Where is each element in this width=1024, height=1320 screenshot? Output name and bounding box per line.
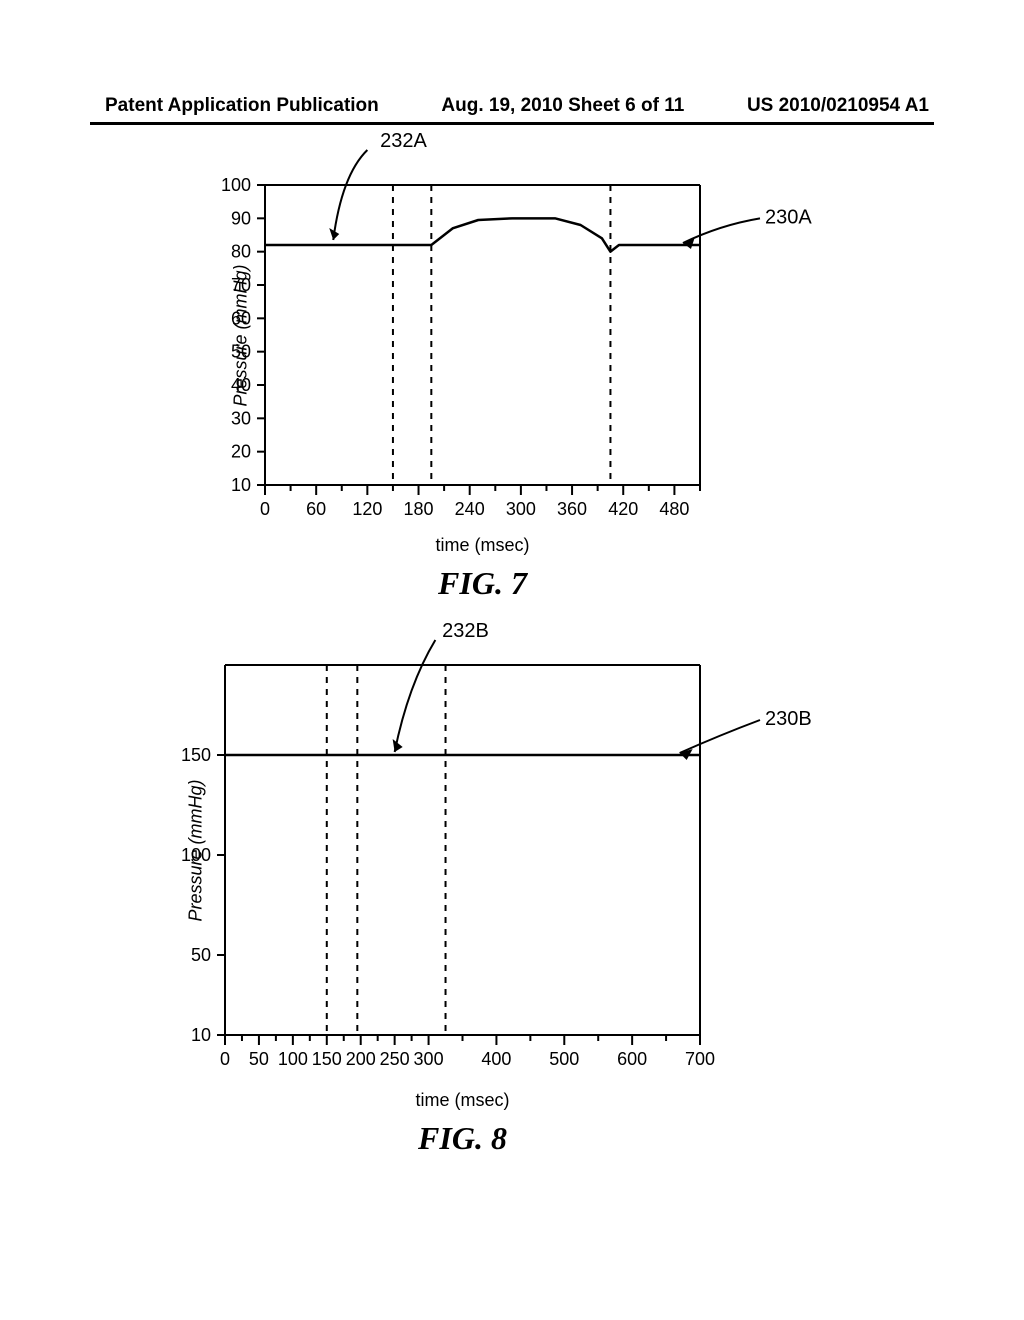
fig8-chart: 1050100150050100150200250300400500600700… <box>0 0 1024 1320</box>
svg-text:200: 200 <box>346 1049 376 1069</box>
svg-text:700: 700 <box>685 1049 715 1069</box>
svg-text:50: 50 <box>191 945 211 965</box>
svg-text:600: 600 <box>617 1049 647 1069</box>
svg-text:300: 300 <box>414 1049 444 1069</box>
svg-text:150: 150 <box>312 1049 342 1069</box>
svg-text:230B: 230B <box>765 708 812 730</box>
fig8-x-axis-label: time (msec) <box>225 1090 700 1111</box>
svg-text:0: 0 <box>220 1049 230 1069</box>
fig8-title: FIG. 8 <box>225 1120 700 1157</box>
svg-text:50: 50 <box>249 1049 269 1069</box>
svg-text:100: 100 <box>278 1049 308 1069</box>
svg-text:150: 150 <box>181 745 211 765</box>
svg-text:232B: 232B <box>442 620 489 642</box>
svg-text:250: 250 <box>380 1049 410 1069</box>
fig8-y-axis-label: Pressure (mmHg) <box>186 779 207 921</box>
svg-text:400: 400 <box>481 1049 511 1069</box>
svg-text:10: 10 <box>191 1025 211 1045</box>
svg-text:500: 500 <box>549 1049 579 1069</box>
